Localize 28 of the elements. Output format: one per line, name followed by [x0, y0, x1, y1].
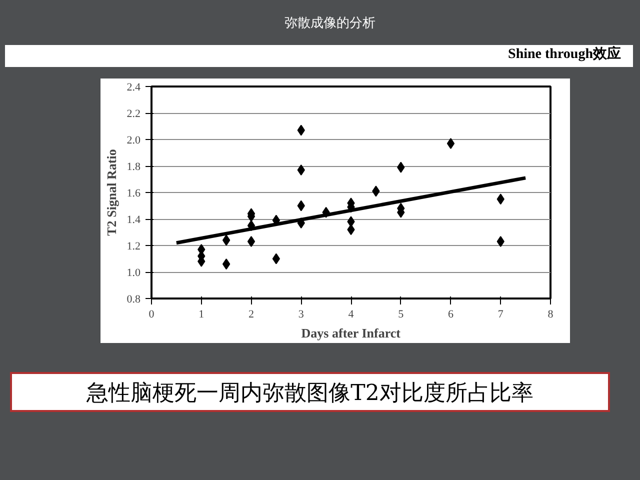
- y-tick-label: 1.2: [126, 240, 140, 252]
- y-tick-label: 1.6: [126, 188, 141, 200]
- text: 急性脑梗死一周内弥散图像T2对比度所占比率: [86, 380, 534, 408]
- x-axis-title: Days after Infarct: [301, 326, 402, 340]
- x-tick-label: 4: [348, 308, 354, 320]
- x-tick-label: 6: [448, 308, 454, 320]
- y-tick-label: 1.4: [126, 214, 141, 226]
- x-tick-label: 1: [198, 308, 204, 320]
- point: [247, 236, 256, 248]
- y-tick-label: 1.8: [126, 161, 141, 173]
- x-tick-label: 7: [498, 308, 504, 320]
- x-tick-label: 3: [298, 308, 304, 320]
- chart-subtitle: Shine through效应: [508, 45, 621, 64]
- x-tick-label: 0: [148, 308, 155, 320]
- x-tick-label: 2: [248, 308, 254, 320]
- y-tick-label: 0.8: [126, 294, 141, 306]
- point: [222, 258, 230, 270]
- y-tick-label: 2.4: [126, 82, 141, 94]
- point: [272, 253, 280, 264]
- x-tick-label: 8: [548, 308, 554, 320]
- point: [446, 138, 455, 149]
- y-tick-label: 2.0: [126, 134, 141, 146]
- y-tick-label: 1.0: [126, 267, 141, 279]
- y-tick-label: 2.2: [126, 108, 140, 120]
- point: [222, 234, 230, 246]
- y-axis-title: T2 Signal Ratio: [104, 149, 119, 236]
- chart-title: 弥散成像的分析: [284, 15, 376, 33]
- x-tick-label: 5: [398, 308, 404, 320]
